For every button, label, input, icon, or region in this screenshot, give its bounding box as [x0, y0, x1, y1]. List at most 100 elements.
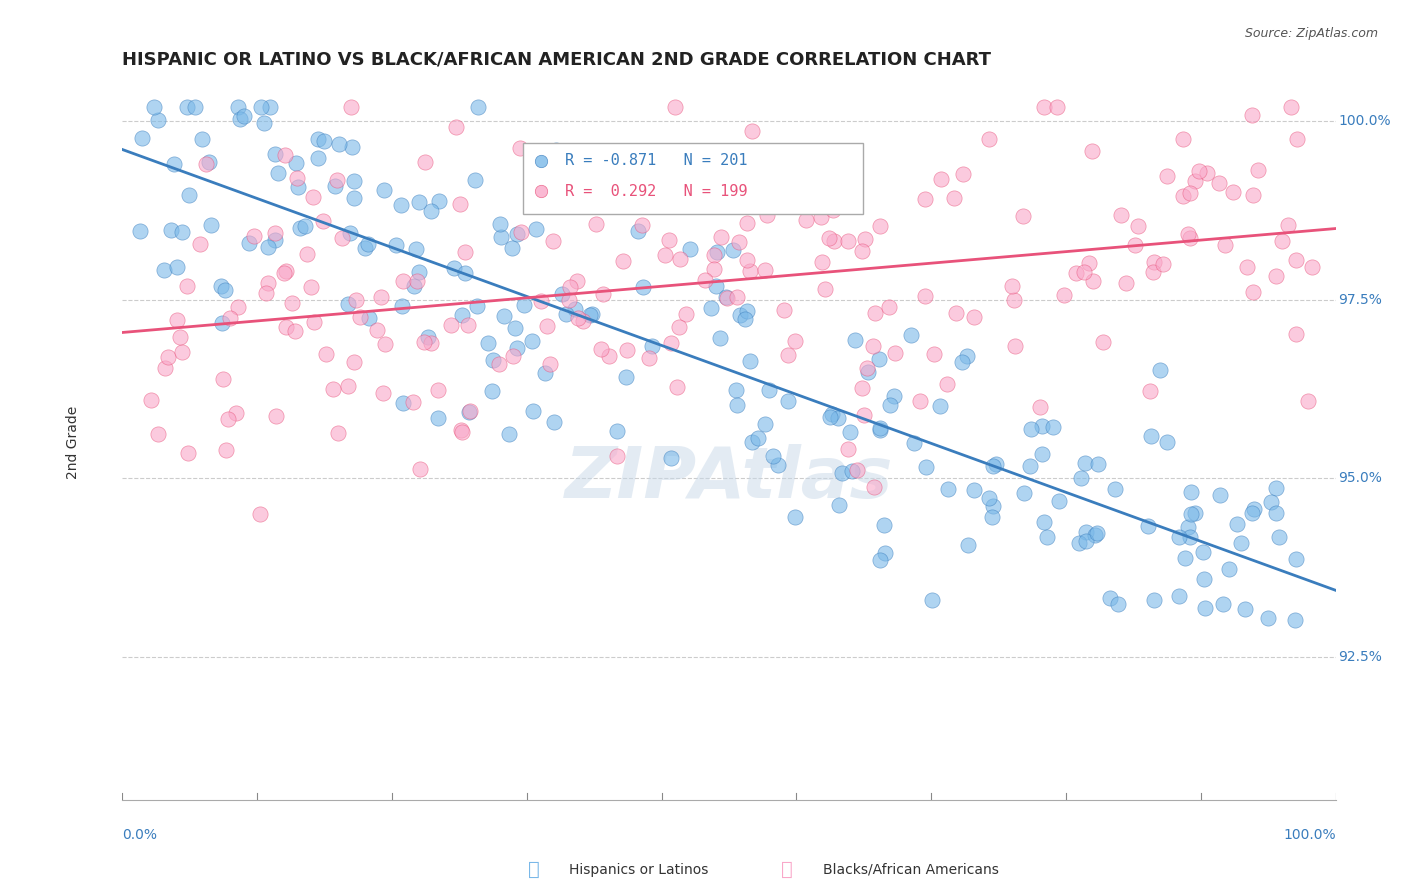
Point	[457, 318, 479, 333]
Point	[530, 293, 553, 308]
Point	[219, 310, 242, 325]
Point	[1247, 162, 1270, 177]
Point	[1284, 613, 1306, 627]
Point	[522, 404, 544, 418]
Point	[679, 242, 702, 256]
Point	[1260, 494, 1282, 508]
Point	[980, 510, 1002, 524]
Point	[408, 265, 430, 279]
Text: R = -0.871   N = 201: R = -0.871 N = 201	[565, 153, 748, 168]
Point	[810, 211, 832, 225]
Point	[533, 172, 555, 186]
Point	[853, 408, 876, 422]
Point	[963, 310, 986, 324]
Point	[176, 446, 198, 460]
Point	[751, 165, 773, 179]
Point	[312, 134, 335, 148]
Point	[481, 352, 503, 367]
Point	[238, 236, 260, 251]
Point	[214, 283, 236, 297]
Point	[1064, 266, 1087, 280]
Text: Blacks/African Americans: Blacks/African Americans	[823, 863, 998, 877]
Point	[226, 100, 249, 114]
Point	[1215, 237, 1237, 252]
Point	[747, 431, 769, 445]
Text: 97.5%: 97.5%	[1339, 293, 1382, 307]
Point	[778, 348, 800, 362]
Point	[581, 307, 603, 321]
Point	[449, 197, 471, 211]
Point	[328, 426, 350, 441]
Point	[1004, 339, 1026, 353]
Point	[699, 301, 721, 315]
Point	[1184, 173, 1206, 187]
Point	[814, 282, 837, 296]
Point	[326, 173, 349, 187]
Point	[1111, 208, 1133, 222]
Point	[721, 243, 744, 257]
Point	[1279, 100, 1302, 114]
Text: R =  0.292   N = 199: R = 0.292 N = 199	[565, 184, 748, 199]
Point	[451, 308, 474, 322]
Point	[592, 286, 614, 301]
Point	[936, 482, 959, 496]
Point	[794, 213, 817, 227]
Point	[263, 233, 285, 247]
Point	[501, 241, 523, 255]
Point	[869, 423, 891, 437]
Point	[465, 299, 488, 313]
Point	[1080, 145, 1102, 159]
Point	[936, 376, 959, 391]
Point	[349, 310, 371, 324]
Point	[827, 410, 849, 425]
Point	[741, 435, 763, 450]
Point	[606, 449, 628, 463]
Point	[225, 406, 247, 420]
Point	[1036, 530, 1059, 544]
Point	[250, 100, 273, 114]
Point	[359, 311, 381, 326]
Point	[322, 382, 344, 396]
Point	[1285, 253, 1308, 268]
Point	[249, 507, 271, 521]
Point	[1267, 530, 1289, 544]
Text: ⬜: ⬜	[782, 860, 793, 880]
Point	[477, 336, 499, 351]
Point	[724, 383, 747, 397]
Point	[198, 154, 221, 169]
Point	[274, 263, 297, 277]
Point	[877, 300, 900, 314]
Point	[776, 394, 799, 409]
Point	[510, 226, 533, 240]
Point	[883, 389, 905, 403]
Point	[955, 349, 977, 363]
Text: HISPANIC OR LATINO VS BLACK/AFRICAN AMERICAN 2ND GRADE CORRELATION CHART: HISPANIC OR LATINO VS BLACK/AFRICAN AMER…	[122, 51, 991, 69]
Point	[1243, 502, 1265, 516]
Point	[340, 140, 363, 154]
Point	[513, 298, 536, 312]
Point	[211, 316, 233, 330]
Point	[307, 151, 329, 165]
Point	[274, 148, 297, 162]
Point	[811, 254, 834, 268]
Point	[1076, 525, 1098, 540]
Point	[837, 234, 859, 248]
Point	[156, 350, 179, 364]
Point	[1046, 100, 1069, 114]
Point	[1107, 597, 1129, 611]
Point	[728, 308, 751, 322]
Point	[1188, 163, 1211, 178]
Point	[735, 304, 758, 318]
Point	[728, 235, 751, 249]
Point	[1139, 384, 1161, 399]
Point	[773, 303, 796, 318]
Point	[129, 224, 152, 238]
Point	[229, 112, 252, 127]
Point	[392, 274, 415, 288]
Point	[631, 280, 654, 294]
Point	[869, 553, 891, 567]
Point	[524, 222, 547, 236]
Point	[766, 458, 789, 472]
Point	[914, 289, 936, 303]
Text: 2nd Grade: 2nd Grade	[66, 406, 80, 479]
